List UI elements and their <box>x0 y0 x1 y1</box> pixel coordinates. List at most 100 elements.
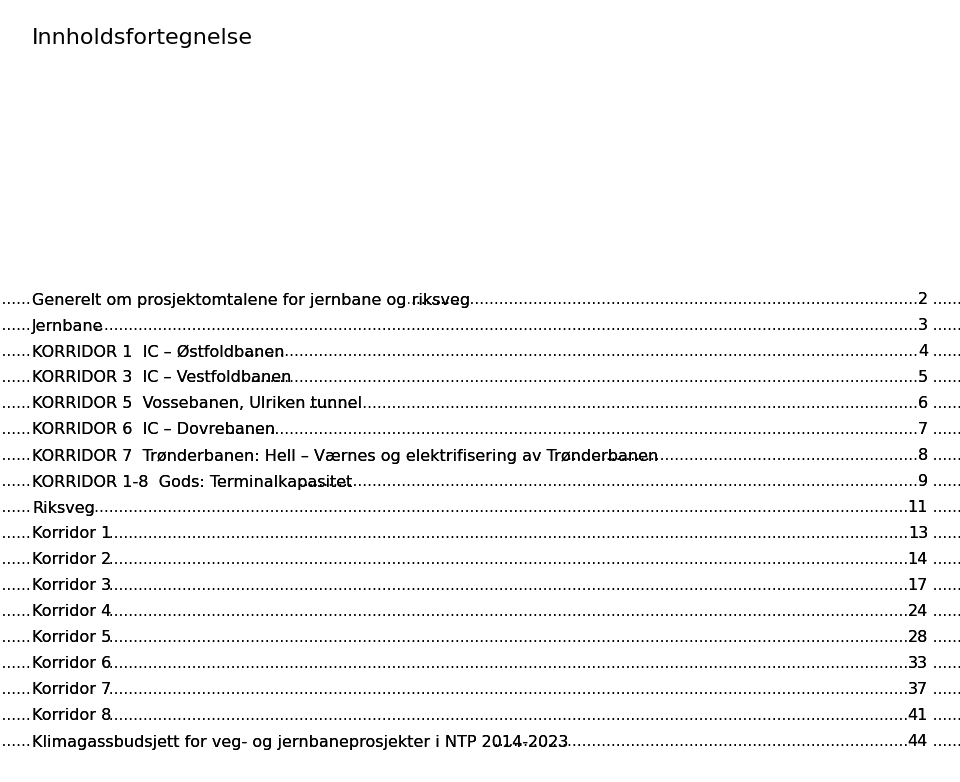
Text: 14: 14 <box>907 553 928 568</box>
Text: KORRIDOR 5  Vossebanen, Ulriken tunnel: KORRIDOR 5 Vossebanen, Ulriken tunnel <box>32 396 362 411</box>
Bar <box>910 705 932 728</box>
Bar <box>910 601 932 624</box>
Bar <box>30 444 564 468</box>
Text: Korridor 5: Korridor 5 <box>32 630 111 645</box>
Bar <box>30 522 108 546</box>
Text: 5: 5 <box>918 371 928 386</box>
Text: ................................................................................: ........................................… <box>0 734 960 749</box>
Bar <box>30 418 228 442</box>
Text: ................................................................................: ........................................… <box>0 292 960 307</box>
Bar <box>910 652 932 676</box>
Text: Korridor 8: Korridor 8 <box>32 708 111 723</box>
Bar <box>30 678 108 701</box>
Text: ................................................................................: ........................................… <box>0 422 960 437</box>
Text: Korridor 7: Korridor 7 <box>32 683 111 698</box>
Text: ................................................................................: ........................................… <box>0 396 960 411</box>
Text: KORRIDOR 7  Trønderbanen: Hell – Værnes og elektrifisering av Trønderbanen: KORRIDOR 7 Trønderbanen: Hell – Værnes o… <box>32 449 659 464</box>
Text: ................................................................................: ........................................… <box>0 683 960 698</box>
Text: 24: 24 <box>908 604 928 619</box>
Bar <box>917 470 932 493</box>
Text: 17: 17 <box>907 579 928 594</box>
Text: 44: 44 <box>908 734 928 749</box>
Text: 8: 8 <box>918 449 928 464</box>
Text: Korridor 5: Korridor 5 <box>32 630 111 645</box>
Text: ................................................................................: ........................................… <box>0 449 960 464</box>
Text: ................................................................................: ........................................… <box>0 345 960 360</box>
Text: ................................................................................: ........................................… <box>0 553 960 568</box>
Text: KORRIDOR 1-8  Gods: Terminalkapasitet: KORRIDOR 1-8 Gods: Terminalkapasitet <box>32 475 352 490</box>
Bar <box>30 548 108 572</box>
Bar <box>30 574 108 597</box>
Text: Jernbane: Jernbane <box>32 318 104 333</box>
Text: 13: 13 <box>908 526 928 541</box>
Bar <box>30 393 307 416</box>
Text: Korridor 1: Korridor 1 <box>32 526 111 541</box>
Bar <box>910 730 932 754</box>
Text: ................................................................................: ........................................… <box>0 579 960 594</box>
Text: Klimagassbudsjett for veg- og jernbaneprosjekter i NTP 2014-2023: Klimagassbudsjett for veg- og jernbanepr… <box>32 734 568 749</box>
Text: 33: 33 <box>908 657 928 672</box>
Text: Korridor 6: Korridor 6 <box>32 657 111 672</box>
Text: 28: 28 <box>907 630 928 645</box>
Text: Innholdsfortegnelse: Innholdsfortegnelse <box>32 28 253 48</box>
Text: 37: 37 <box>908 683 928 698</box>
Bar <box>30 289 407 312</box>
Text: ................................................................................: ........................................… <box>0 657 960 672</box>
Text: ................................................................................: ........................................… <box>0 708 960 723</box>
Text: Korridor 4: Korridor 4 <box>32 604 111 619</box>
Text: KORRIDOR 1  IC – Østfoldbanen: KORRIDOR 1 IC – Østfoldbanen <box>32 345 284 360</box>
Bar <box>910 522 932 546</box>
Text: KORRIDOR 7  Trønderbanen: Hell – Værnes og elektrifisering av Trønderbanen: KORRIDOR 7 Trønderbanen: Hell – Værnes o… <box>32 449 659 464</box>
Text: Jernbane: Jernbane <box>32 318 104 333</box>
Bar <box>30 705 108 728</box>
Text: Korridor 8: Korridor 8 <box>32 708 111 723</box>
Text: ................................................................................: ........................................… <box>0 475 960 490</box>
Text: 11: 11 <box>907 500 928 515</box>
Bar <box>30 314 93 338</box>
Bar <box>30 470 300 493</box>
Text: 2: 2 <box>918 292 928 307</box>
Bar <box>910 678 932 701</box>
Text: Generelt om prosjektomtalene for jernbane og riksveg: Generelt om prosjektomtalene for jernban… <box>32 292 470 307</box>
Bar <box>30 626 108 650</box>
Text: Korridor 4: Korridor 4 <box>32 604 111 619</box>
Text: KORRIDOR 1  IC – Østfoldbanen: KORRIDOR 1 IC – Østfoldbanen <box>32 345 284 360</box>
Text: Korridor 3: Korridor 3 <box>32 579 111 594</box>
Text: 24: 24 <box>908 604 928 619</box>
Bar <box>30 340 243 364</box>
Text: Korridor 6: Korridor 6 <box>32 657 111 672</box>
Text: KORRIDOR 3  IC – Vestfoldbanen: KORRIDOR 3 IC – Vestfoldbanen <box>32 371 292 386</box>
Text: 3: 3 <box>918 318 928 333</box>
Text: Korridor 2: Korridor 2 <box>32 553 111 568</box>
Text: Klimagassbudsjett for veg- og jernbaneprosjekter i NTP 2014-2023: Klimagassbudsjett for veg- og jernbanepr… <box>32 734 568 749</box>
Text: 33: 33 <box>908 657 928 672</box>
Bar <box>910 626 932 650</box>
Text: 8: 8 <box>918 449 928 464</box>
Text: KORRIDOR 5  Vossebanen, Ulriken tunnel: KORRIDOR 5 Vossebanen, Ulriken tunnel <box>32 396 362 411</box>
Bar <box>917 393 932 416</box>
Text: 37: 37 <box>908 683 928 698</box>
Text: 41: 41 <box>907 708 928 723</box>
Text: ................................................................................: ........................................… <box>0 630 960 645</box>
Text: ................................................................................: ........................................… <box>0 604 960 619</box>
Text: 13: 13 <box>908 526 928 541</box>
Text: Korridor 3: Korridor 3 <box>32 579 111 594</box>
Bar <box>910 497 932 520</box>
Bar <box>917 314 932 338</box>
Text: 44: 44 <box>908 734 928 749</box>
Text: 4: 4 <box>918 345 928 360</box>
Bar <box>30 652 108 676</box>
Text: Riksveg: Riksveg <box>32 500 95 515</box>
Bar <box>30 497 85 520</box>
Text: 41: 41 <box>907 708 928 723</box>
Text: ................................................................................: ........................................… <box>0 500 960 515</box>
Bar <box>917 289 932 312</box>
Text: 17: 17 <box>907 579 928 594</box>
Text: Generelt om prosjektomtalene for jernbane og riksveg: Generelt om prosjektomtalene for jernban… <box>32 292 470 307</box>
Bar <box>910 548 932 572</box>
Text: 14: 14 <box>907 553 928 568</box>
Text: KORRIDOR 1-8  Gods: Terminalkapasitet: KORRIDOR 1-8 Gods: Terminalkapasitet <box>32 475 352 490</box>
Text: 5: 5 <box>918 371 928 386</box>
Text: KORRIDOR 6  IC – Dovrebanen: KORRIDOR 6 IC – Dovrebanen <box>32 422 276 437</box>
Text: 11: 11 <box>907 500 928 515</box>
